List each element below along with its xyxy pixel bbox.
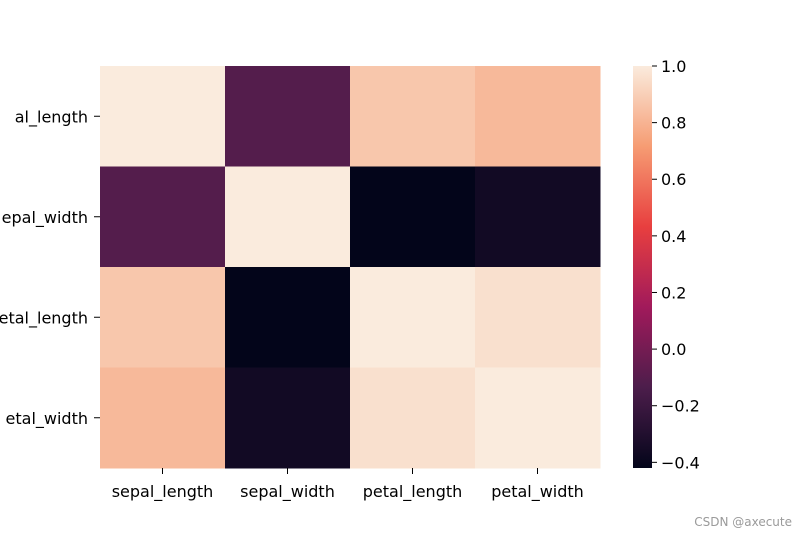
- colorbar-tick-label: 0.2: [661, 283, 686, 302]
- heatmap-cell: [100, 166, 226, 268]
- x-tick-label: petal_length: [363, 482, 463, 502]
- colorbar-tick-label: 0.4: [661, 227, 686, 246]
- colorbar-gradient: [633, 66, 652, 468]
- colorbar-tick-label: −0.2: [661, 397, 700, 416]
- y-tick-label: al_length: [15, 107, 88, 127]
- colorbar-tick-label: −0.4: [661, 453, 700, 472]
- heatmap-cell: [475, 66, 601, 167]
- heatmap-cell: [225, 66, 351, 167]
- x-tick-label: sepal_length: [112, 482, 214, 502]
- y-tick-label: etal_width: [6, 409, 88, 429]
- colorbar: 1.0 0.8 0.6 0.4 0.2 0.0 −0.2 −0.4: [633, 57, 700, 472]
- heatmap-cell: [225, 367, 351, 469]
- heatmap-cell: [225, 267, 351, 368]
- heatmap-cell: [475, 367, 601, 469]
- x-tick-label: petal_width: [491, 482, 584, 502]
- colorbar-tick-label: 0.6: [661, 170, 686, 189]
- heatmap-cells: [100, 66, 601, 469]
- heatmap-cell: [475, 166, 601, 268]
- colorbar-tick-label: 0.8: [661, 114, 686, 133]
- colorbar-tick-label: 1.0: [661, 57, 686, 76]
- heatmap-cell: [100, 367, 226, 469]
- heatmap-cell: [100, 267, 226, 368]
- heatmap-cell: [350, 267, 476, 368]
- heatmap-cell: [350, 66, 476, 167]
- colorbar-tick-label: 0.0: [661, 340, 686, 359]
- y-tick-label: epal_width: [2, 208, 88, 228]
- heatmap-cell: [475, 267, 601, 368]
- heatmap-cell: [350, 166, 476, 268]
- watermark: CSDN @axecute: [694, 515, 792, 529]
- x-axis: sepal_length sepal_width petal_length petal…: [112, 468, 584, 502]
- heatmap-cell: [100, 66, 226, 167]
- x-tick-label: sepal_width: [240, 482, 335, 502]
- y-tick-label: etal_length: [0, 308, 88, 328]
- heatmap-cell: [225, 166, 351, 268]
- heatmap-cell: [350, 367, 476, 469]
- y-axis: al_length epal_width etal_length etal_width: [0, 107, 100, 429]
